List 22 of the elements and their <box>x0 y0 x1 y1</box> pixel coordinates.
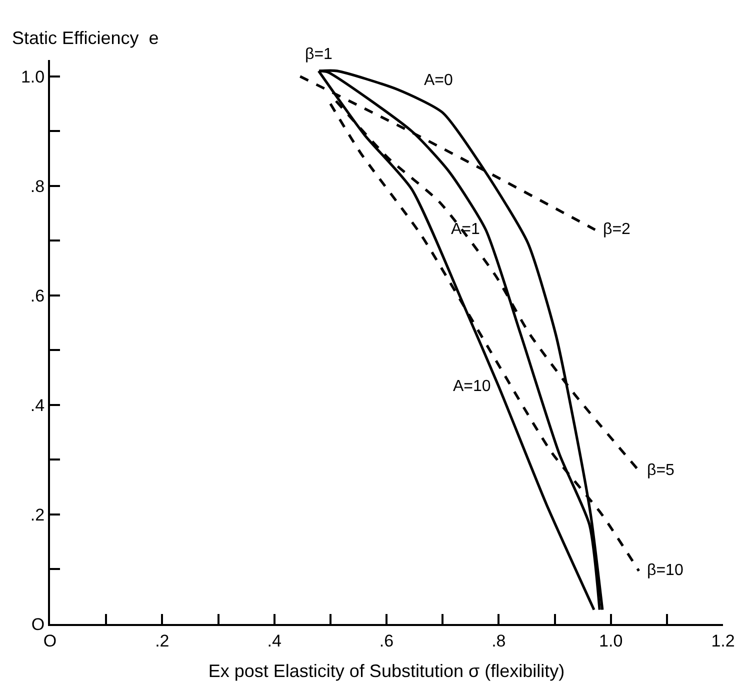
x-tick-label: .2 <box>155 631 170 650</box>
x-axis-title: Ex post Elasticity of Substitution σ (flexibility) <box>208 661 565 681</box>
y-tick-label: 1.0 <box>20 67 45 86</box>
series-label: β=5 <box>647 462 675 479</box>
series-label: β=10 <box>647 562 684 579</box>
x-tick-label: .6 <box>379 631 394 650</box>
x-tick-label: .8 <box>492 631 506 650</box>
x-tick-label: O <box>43 631 57 650</box>
series-label: A=1 <box>451 221 480 238</box>
y-tick-label: .4 <box>30 396 45 415</box>
annotation: β=1 <box>305 46 333 63</box>
y-tick-label: .6 <box>30 286 45 306</box>
y-axis-title: Static Efficiency e <box>12 28 159 48</box>
series-label: β=2 <box>603 221 631 238</box>
series-label: A=0 <box>424 72 454 89</box>
y-tick-label: O <box>31 614 45 634</box>
x-tick-label: .4 <box>267 631 282 650</box>
y-tick-label: .2 <box>30 505 45 524</box>
x-tick-label: 1.2 <box>711 631 735 650</box>
y-tick-label: .8 <box>30 176 45 196</box>
x-tick-label: 1.0 <box>599 631 623 650</box>
series-label: A=10 <box>453 378 491 395</box>
